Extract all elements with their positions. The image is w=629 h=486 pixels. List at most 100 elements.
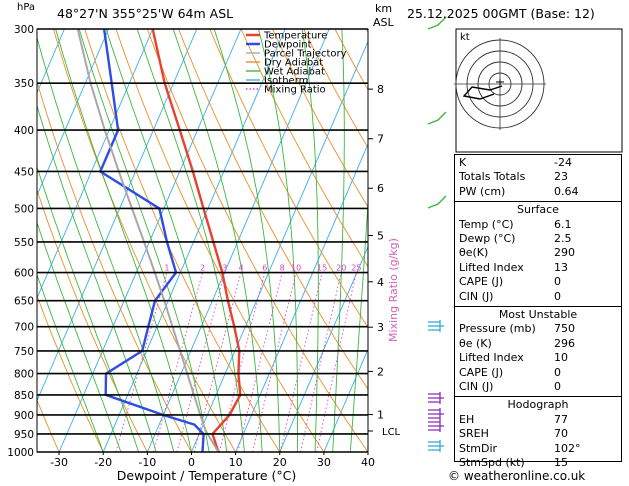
datetime-title: 25.12.2025 00GMT (Base: 12) bbox=[407, 6, 595, 21]
mixing-ratio-tick-label: 8 bbox=[280, 264, 285, 273]
x-tick-label: 0 bbox=[188, 456, 195, 469]
pressure-tick-label: 900 bbox=[14, 410, 34, 422]
wind-barb-stroke bbox=[428, 320, 444, 332]
isotherm-line bbox=[279, 245, 368, 452]
most-unstable-row-value: 296 bbox=[554, 336, 575, 350]
most-unstable-row-value: 0 bbox=[554, 365, 561, 379]
surface-row-value: 2.5 bbox=[554, 232, 572, 245]
plot-frame bbox=[36, 28, 369, 453]
hodograph-trace bbox=[462, 85, 503, 100]
most-unstable-row-value: 750 bbox=[554, 322, 575, 336]
hodograph-panel-title: Hodograph bbox=[507, 398, 569, 412]
legend-label: Wet Adiabat bbox=[264, 67, 325, 78]
surface-row-value: 290 bbox=[554, 246, 575, 260]
surface-row-label: θe(K) bbox=[459, 246, 489, 260]
dry-adiabat-line bbox=[303, 29, 368, 149]
isotherm-line bbox=[323, 348, 368, 452]
index-row-label: K bbox=[459, 156, 467, 169]
mixing-ratio-tick-label: 4 bbox=[238, 264, 243, 273]
asl-label: ASL bbox=[373, 16, 394, 29]
most-unstable-row-value: 10 bbox=[554, 351, 568, 365]
surface-title: Surface bbox=[517, 203, 559, 217]
pressure-tick-label: 550 bbox=[14, 237, 34, 249]
surface-row: θe(K) 290 bbox=[459, 246, 619, 260]
km-label: km bbox=[375, 2, 393, 15]
hodograph-row-value: 77 bbox=[554, 412, 568, 426]
mixing-ratio-line bbox=[193, 272, 242, 452]
location-title: 48°27'N 355°25'W 64m ASL bbox=[57, 6, 234, 21]
wind-barb bbox=[427, 16, 447, 30]
most-unstable-row-label: θe (K) bbox=[459, 336, 492, 350]
pressure-tick-label: 700 bbox=[14, 322, 34, 334]
pressure-tick-label: 650 bbox=[14, 296, 34, 308]
wet-adiabat-line bbox=[55, 29, 192, 452]
km-tick-label: 3 bbox=[377, 321, 384, 334]
wind-barb-stroke bbox=[427, 195, 447, 209]
index-row-label: PW (cm) bbox=[459, 184, 506, 198]
most-unstable-row: CIN (J) 0 bbox=[459, 380, 619, 394]
x-tick-label: 40 bbox=[361, 456, 375, 469]
surface-row: Dewp (°C) 2.5 bbox=[459, 232, 619, 246]
pressure-tick-label: 600 bbox=[14, 268, 34, 280]
wet-adiabat-line bbox=[136, 29, 245, 452]
pressure-tick-label: 1000 bbox=[7, 447, 34, 459]
wind-barb bbox=[428, 320, 444, 332]
hodograph-plot: kt bbox=[454, 28, 623, 153]
most-unstable-title: Most Unstable bbox=[498, 308, 578, 321]
km-tick-label: 8 bbox=[377, 83, 384, 96]
hodograph-frame bbox=[455, 28, 623, 153]
mixing-ratio-tick-label: 1 bbox=[164, 264, 169, 273]
index-row-label: Totals Totals bbox=[459, 170, 526, 184]
surface-row: Temp (°C) 6.1 bbox=[459, 218, 619, 232]
wind-barb bbox=[428, 420, 444, 432]
isotherm-line bbox=[191, 40, 368, 452]
x-tick-label: -10 bbox=[138, 456, 156, 469]
surface-row: CIN (J) 0 bbox=[459, 290, 619, 304]
chart-axes: 3003504004505005506006507007508008509009… bbox=[7, 24, 400, 483]
hodograph-row-value: 15 bbox=[554, 456, 568, 469]
mixing-ratio-tick-label: 10 bbox=[291, 264, 301, 273]
hodograph-row-label: EH bbox=[459, 412, 475, 426]
most-unstable-row: CAPE (J) 0 bbox=[459, 366, 619, 380]
index-row-value: -24 bbox=[554, 156, 572, 169]
storm-motion-marker bbox=[496, 79, 504, 85]
km-tick-label: 1 bbox=[377, 409, 384, 422]
surface-row-label: CAPE (J) bbox=[459, 275, 504, 289]
km-tick-label: 6 bbox=[377, 182, 384, 195]
x-tick-label: -20 bbox=[94, 456, 112, 469]
mixing-ratio-tick-label: 15 bbox=[317, 264, 327, 273]
wet-adiabat-line bbox=[349, 195, 368, 452]
pressure-tick-label: 850 bbox=[14, 390, 34, 402]
dry-adiabat-line bbox=[271, 29, 368, 208]
index-row-value: 23 bbox=[554, 170, 568, 184]
mixing-ratio-tick-label: 2 bbox=[200, 264, 205, 273]
pressure-tick-label: 800 bbox=[14, 369, 34, 381]
surface-row-value: 0 bbox=[554, 275, 561, 289]
hodograph-row: StmDir 102° bbox=[459, 442, 619, 456]
isotherm-line bbox=[146, 29, 330, 452]
pressure-tick-label: 300 bbox=[14, 24, 34, 36]
wind-barb bbox=[428, 408, 444, 420]
dry-adiabat-line bbox=[209, 29, 368, 329]
surface-row: Lifted Index 13 bbox=[459, 261, 619, 275]
wind-barbs bbox=[427, 16, 447, 452]
surface-row-label: Lifted Index bbox=[459, 260, 524, 274]
x-tick-label: 10 bbox=[229, 456, 243, 469]
wind-barb-stroke bbox=[428, 440, 444, 452]
x-axis-label: Dewpoint / Temperature (°C) bbox=[117, 468, 296, 483]
hodograph-row: EH 77 bbox=[459, 413, 619, 427]
most-unstable-row: θe (K) 296 bbox=[459, 337, 619, 351]
hodograph-row-label: StmDir bbox=[459, 441, 498, 455]
wind-barb-stroke bbox=[427, 16, 447, 30]
most-unstable-row-label: Pressure (mb) bbox=[459, 322, 536, 336]
surface-row-label: Dewp (°C) bbox=[459, 232, 516, 245]
surface-row-value: 6.1 bbox=[554, 217, 572, 231]
isotherm-line bbox=[37, 29, 109, 197]
legend-label: Mixing Ratio bbox=[264, 85, 326, 96]
pressure-tick-label: 350 bbox=[14, 78, 34, 90]
wet-adiabat-line bbox=[172, 29, 263, 452]
hodograph-kt-label: kt bbox=[460, 32, 470, 43]
panel-separator bbox=[455, 306, 621, 307]
legend-label: Temperature bbox=[263, 31, 327, 42]
wind-barb bbox=[428, 392, 444, 404]
